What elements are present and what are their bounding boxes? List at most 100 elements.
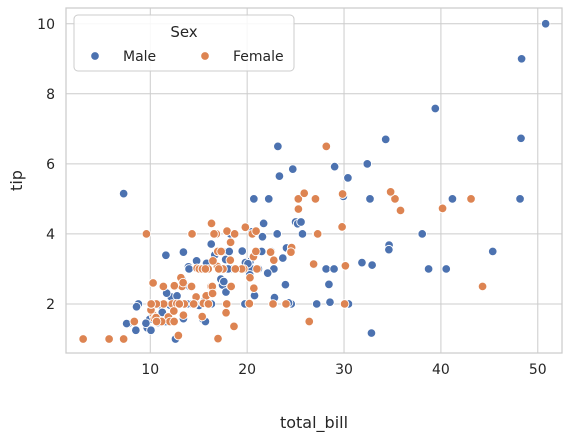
data-point-male: [441, 264, 451, 274]
data-point-female: [173, 330, 184, 341]
data-point-female: [312, 229, 323, 239]
data-point-female: [229, 321, 239, 332]
data-point-female: [230, 264, 241, 274]
data-point-male: [447, 194, 458, 204]
y-axis-ticks: 2 4 6 8 10: [37, 17, 55, 313]
data-point-male: [258, 218, 269, 229]
data-point-female: [225, 237, 236, 248]
data-point-female: [207, 288, 218, 299]
plot-frame: [65, 7, 563, 354]
data-point-female: [281, 299, 291, 309]
data-point-female: [265, 247, 276, 257]
y-axis-label: tip: [7, 170, 26, 191]
data-point-male: [325, 297, 335, 307]
data-point-male: [178, 247, 189, 257]
data-point-female: [268, 299, 278, 309]
x-tick-label: 10: [141, 362, 159, 378]
y-tick-label: 6: [46, 157, 55, 173]
data-point-female: [221, 299, 232, 309]
data-point-female: [299, 188, 309, 199]
data-point-male: [384, 244, 394, 255]
data-point-male: [219, 276, 229, 287]
legend: Sex Male Female: [73, 14, 295, 72]
data-point-female: [310, 194, 321, 204]
data-point-male: [516, 133, 526, 144]
data-point-female: [118, 334, 129, 344]
data-point-female: [169, 281, 180, 291]
legend-marker-female: [200, 51, 210, 61]
data-point-female: [209, 229, 219, 239]
data-point-male: [272, 229, 282, 239]
data-points: [78, 19, 551, 344]
data-point-male: [357, 257, 367, 268]
data-point-female: [477, 281, 488, 292]
data-point-female: [174, 299, 185, 309]
data-point-female: [340, 261, 351, 271]
legend-title: Sex: [170, 23, 197, 41]
data-point-male: [296, 217, 306, 227]
data-point-male: [278, 253, 288, 263]
data-point-female: [385, 187, 396, 197]
data-point-female: [200, 264, 211, 274]
data-point-male: [118, 188, 129, 199]
data-point-female: [244, 298, 255, 309]
data-point-female: [337, 222, 347, 232]
legend-box: [73, 14, 295, 72]
data-point-female: [252, 264, 262, 274]
data-point-female: [221, 307, 231, 318]
data-point-female: [129, 316, 140, 327]
x-tick-label: 40: [432, 362, 450, 378]
x-axis-ticks: 10 20 30 40 50: [141, 362, 546, 378]
legend-label-female: Female: [233, 49, 284, 65]
data-point-female: [269, 255, 279, 265]
data-point-female: [141, 229, 152, 239]
data-point-male: [131, 325, 141, 335]
data-point-female: [208, 256, 218, 266]
data-point-female: [308, 259, 319, 269]
data-point-female: [245, 272, 255, 283]
data-point-male: [206, 239, 216, 249]
data-point-male: [184, 264, 194, 274]
data-point-female: [216, 246, 226, 257]
y-tick-label: 2: [46, 297, 55, 313]
legend-marker-male: [90, 51, 100, 61]
legend-label-male: Male: [123, 49, 156, 65]
data-point-male: [366, 328, 377, 338]
data-point-male: [417, 229, 427, 239]
data-point-female: [390, 194, 400, 204]
data-point-female: [337, 189, 348, 199]
data-point-male: [161, 250, 171, 261]
data-point-male: [329, 161, 340, 172]
data-point-female: [240, 222, 251, 233]
data-point-male: [146, 325, 156, 335]
data-point-male: [264, 194, 274, 204]
data-point-female: [339, 299, 350, 309]
y-tick-label: 8: [46, 87, 55, 103]
x-tick-label: 20: [238, 362, 256, 378]
data-point-female: [178, 310, 189, 320]
data-point-female: [169, 316, 179, 327]
data-point-female: [229, 229, 240, 239]
data-point-female: [251, 246, 261, 257]
data-point-female: [213, 333, 223, 344]
data-point-male: [141, 318, 151, 328]
data-point-female: [251, 226, 261, 236]
data-point-male: [321, 264, 331, 274]
data-point-female: [203, 299, 214, 309]
data-point-female: [304, 316, 315, 327]
data-point-female: [293, 194, 304, 204]
data-point-female: [321, 141, 332, 152]
data-point-male: [237, 246, 247, 256]
x-tick-label: 30: [335, 362, 353, 378]
data-point-female: [206, 218, 217, 229]
data-point-male: [343, 173, 353, 183]
data-point-male: [288, 164, 298, 174]
data-point-male: [311, 299, 322, 309]
data-point-male: [324, 279, 334, 290]
data-point-male: [249, 194, 259, 204]
data-point-male: [262, 268, 273, 278]
data-point-male: [380, 134, 391, 145]
data-point-female: [249, 283, 259, 293]
data-point-female: [286, 247, 296, 257]
data-point-female: [146, 299, 156, 309]
